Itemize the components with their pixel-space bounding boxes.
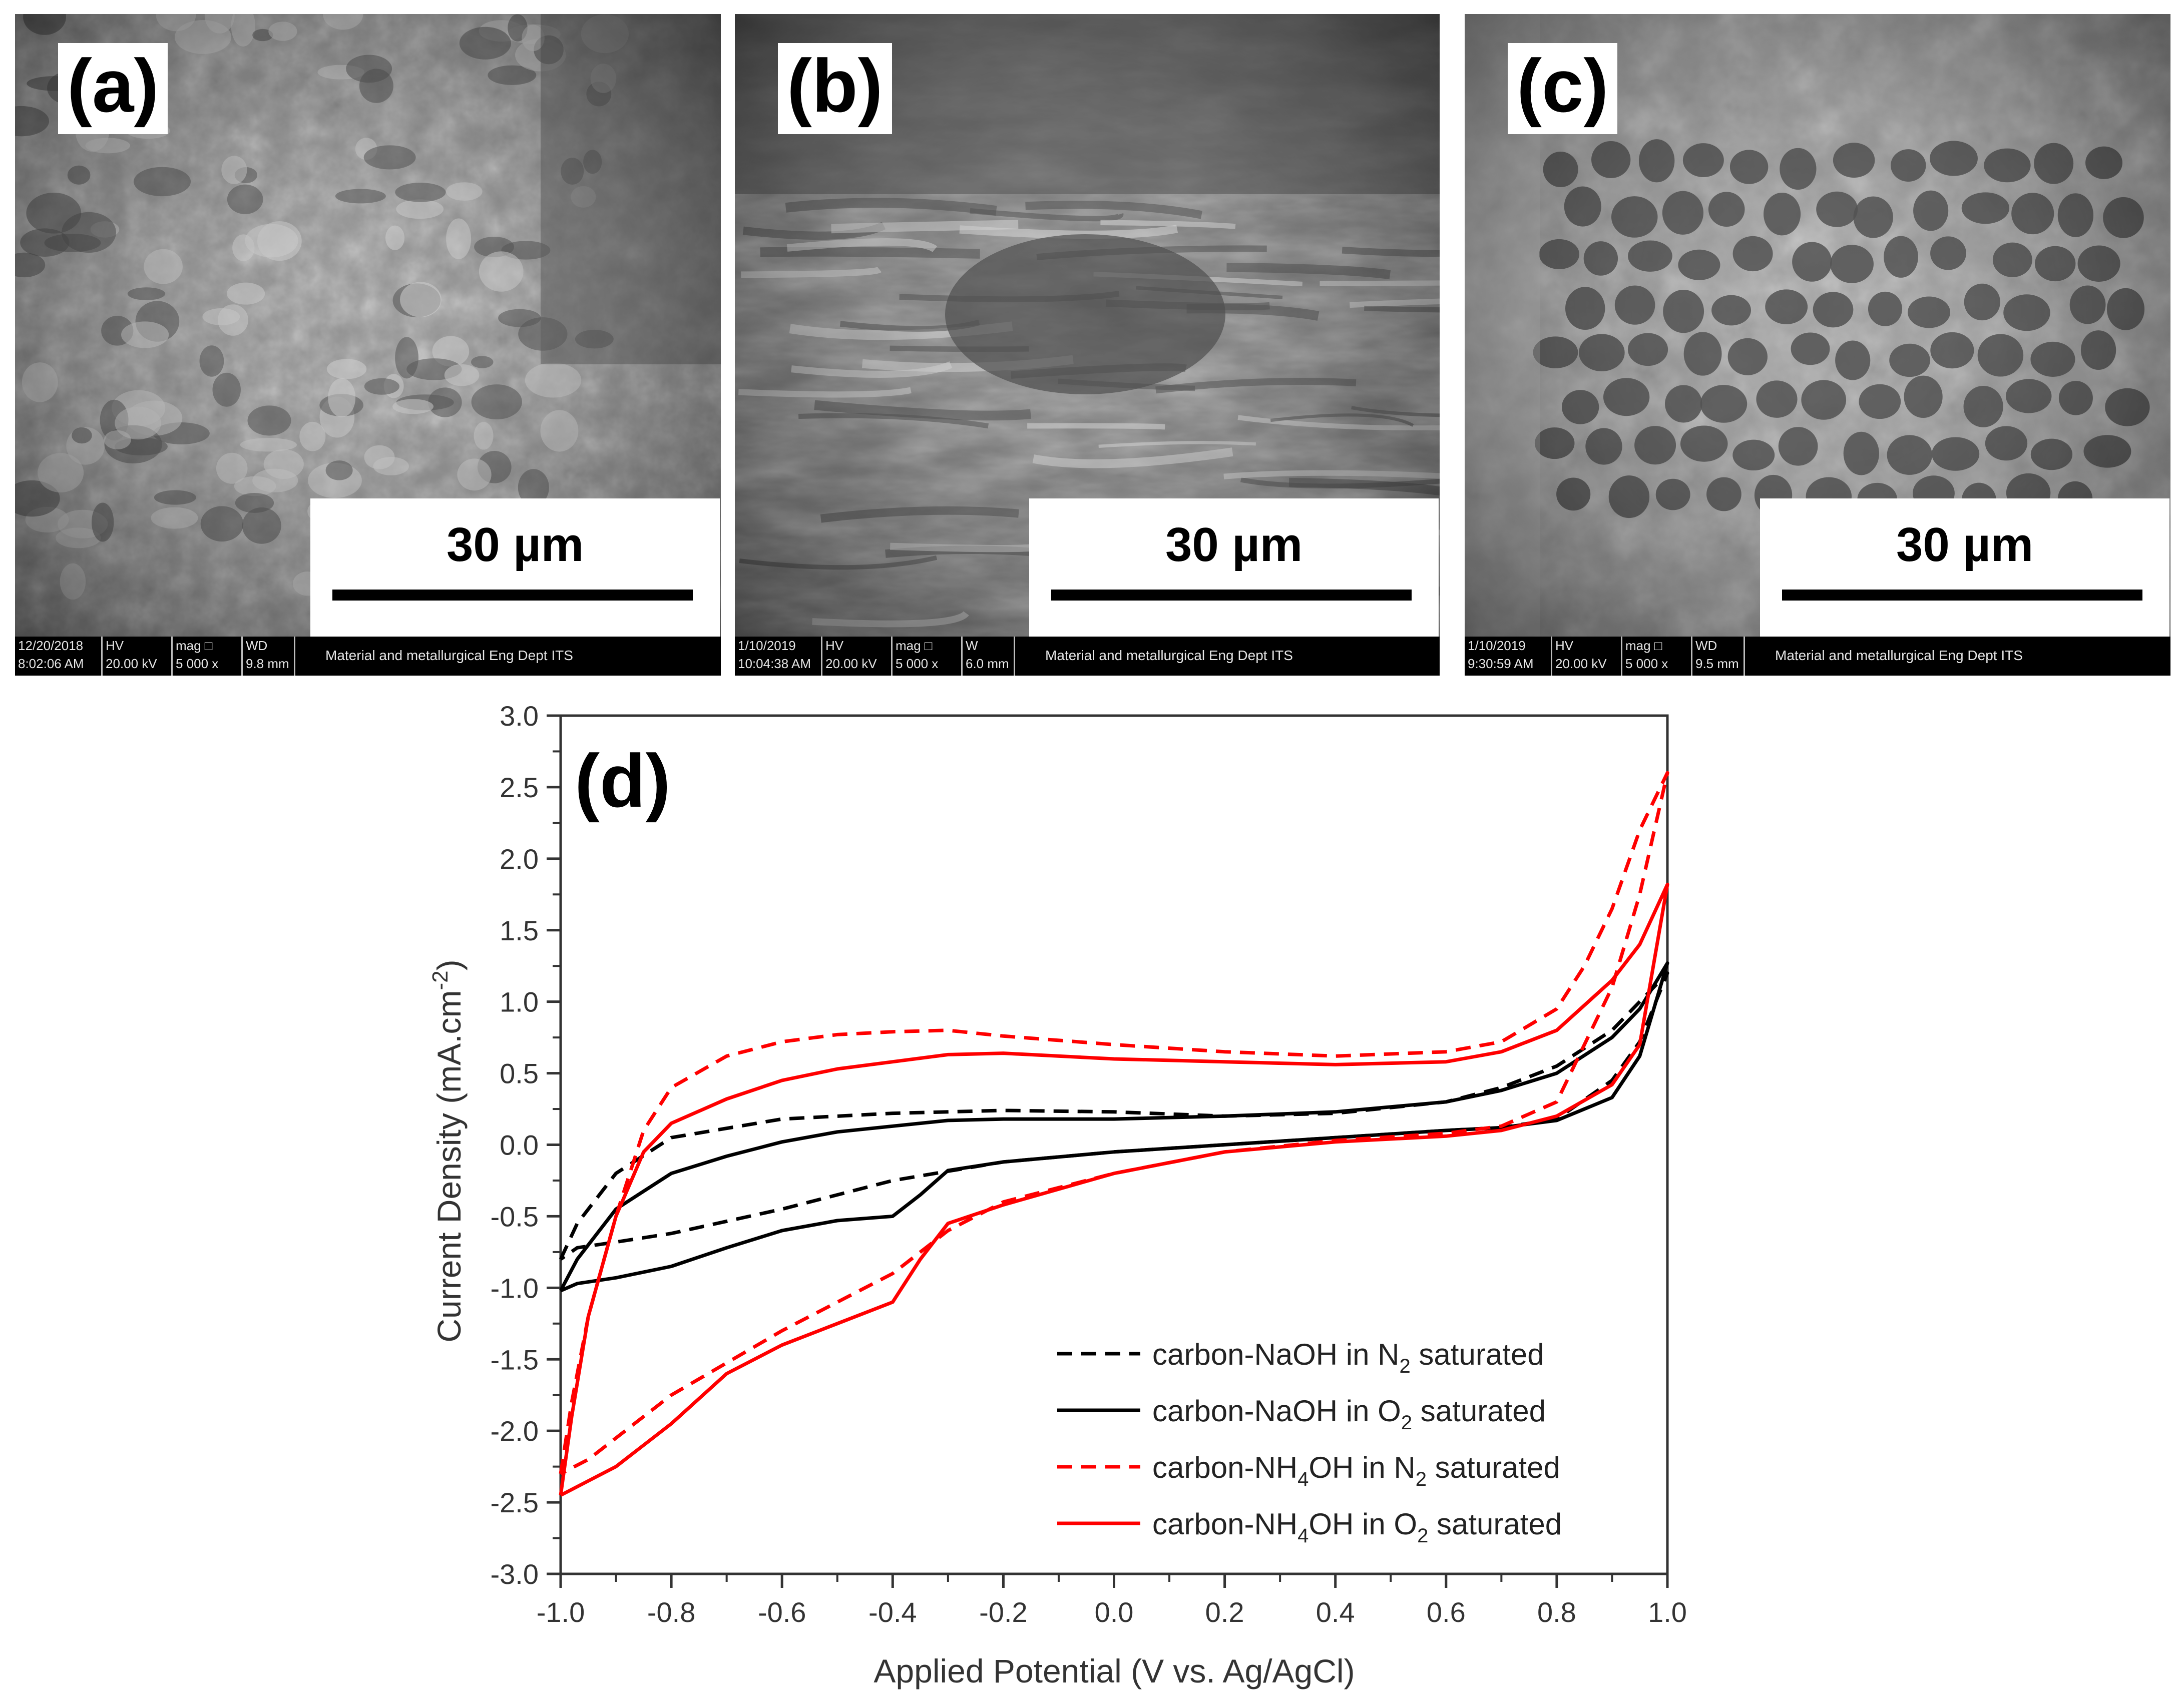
- sem-info-wd-label: WD: [246, 638, 268, 653]
- sem-info-cell: 1/10/2019 9:30:59 AM: [1465, 637, 1552, 676]
- scale-bar: 30 µm: [1760, 498, 2169, 637]
- scale-bar-label: 30 µm: [446, 518, 584, 572]
- y-tick-label: -1.5: [491, 1344, 539, 1375]
- scale-bar-line: [1051, 590, 1412, 601]
- sem-info-wd: 9.8 mm: [246, 656, 289, 671]
- sem-info-hv-label: HV: [106, 638, 124, 653]
- legend-entry: carbon-NH4OH in O2 saturated: [1152, 1507, 1562, 1547]
- sem-info-wd-label: WD: [1695, 638, 1717, 653]
- sem-info-date: 1/10/2019: [738, 638, 796, 653]
- sem-info-cell: HV 20.00 kV: [103, 637, 173, 676]
- sem-info-cell: HV 20.00 kV: [822, 637, 893, 676]
- sem-info-mag: 5 000 x: [1625, 656, 1668, 671]
- x-tick-label: 0.2: [1205, 1596, 1244, 1628]
- sem-info-time: 10:04:38 AM: [738, 656, 811, 671]
- x-tick-label: -0.8: [647, 1596, 696, 1628]
- sem-info-cell: mag □ 5 000 x: [1622, 637, 1692, 676]
- series-line-3: [559, 771, 1669, 1476]
- legend-entry: carbon-NH4OH in N2 saturated: [1152, 1451, 1560, 1490]
- y-tick-label: 0.0: [500, 1129, 539, 1161]
- y-tick-label: 1.5: [500, 915, 539, 946]
- y-tick-label: -0.5: [491, 1201, 539, 1232]
- y-axis-label: Current Density (mA.cm-2): [428, 959, 468, 1342]
- plot-frame: [559, 714, 1669, 1575]
- x-tick-label: 0.6: [1427, 1596, 1466, 1628]
- y-tick-label: -3.0: [491, 1558, 539, 1590]
- sem-info-time: 9:30:59 AM: [1468, 656, 1534, 671]
- scale-bar: 30 µm: [1029, 498, 1439, 637]
- sem-info-wd: 6.0 mm: [966, 656, 1009, 671]
- sem-info-cell: WD 9.5 mm: [1692, 637, 1745, 676]
- sem-info-hv-label: HV: [1555, 638, 1574, 653]
- x-tick-label: 0.0: [1095, 1596, 1134, 1628]
- sem-info-bar: 1/10/2019 10:04:38 AM HV 20.00 kV mag □ 5 000…: [735, 637, 1440, 676]
- sem-info-bar: 12/20/2018 8:02:06 AM HV 20.00 kV mag □ 5 000…: [15, 637, 721, 676]
- sem-info-hv: 20.00 kV: [106, 656, 157, 671]
- panel-label: (a): [58, 43, 168, 134]
- panel-label-d: (d): [575, 739, 671, 823]
- panel-label: (b): [778, 43, 892, 134]
- scale-bar-line: [332, 590, 693, 601]
- sem-info-cell: 12/20/2018 8:02:06 AM: [15, 637, 103, 676]
- sem-info-cell: mag □ 5 000 x: [173, 637, 243, 676]
- x-tick-label: -1.0: [537, 1596, 585, 1628]
- sem-panel-a: (a) 30 µm 12/20/2018 8:02:06 AM HV 20.00 kV ma…: [15, 14, 721, 676]
- sem-info-cell: WD 9.8 mm: [243, 637, 295, 676]
- x-tick-label: 0.4: [1316, 1596, 1355, 1628]
- series-line-2: [559, 961, 1669, 1293]
- sem-info-wd: 9.5 mm: [1695, 656, 1739, 671]
- scale-bar-label: 30 µm: [1165, 518, 1303, 572]
- sem-info-cell: mag □ 5 000 x: [893, 637, 963, 676]
- sem-info-mag-label: mag □: [176, 638, 213, 653]
- sem-micrograph-image: [15, 14, 721, 676]
- legend-entry: carbon-NaOH in N2 saturated: [1152, 1338, 1544, 1377]
- sem-panel-b: (b) 30 µm 1/10/2019 10:04:38 AM HV 20.00 kV ma…: [735, 14, 1440, 676]
- x-tick-label: -0.2: [979, 1596, 1028, 1628]
- x-tick-label: -0.6: [758, 1596, 806, 1628]
- x-tick-label: 0.8: [1537, 1596, 1576, 1628]
- sem-info-institution: Material and metallurgical Eng Dept ITS: [325, 648, 573, 663]
- sem-info-cell: HV 20.00 kV: [1552, 637, 1622, 676]
- sem-info-mag-label: mag □: [1625, 638, 1662, 653]
- legend-entry: carbon-NaOH in O2 saturated: [1152, 1394, 1546, 1434]
- y-tick-label: -2.0: [491, 1415, 539, 1447]
- sem-info-bar: 1/10/2019 9:30:59 AM HV 20.00 kV mag □ 5 000 …: [1465, 637, 2170, 676]
- sem-info-date: 12/20/2018: [18, 638, 84, 653]
- sem-info-mag-label: mag □: [896, 638, 933, 653]
- sem-info-hv: 20.00 kV: [1555, 656, 1607, 671]
- series-line-1: [559, 971, 1669, 1261]
- sem-info-date: 1/10/2019: [1468, 638, 1526, 653]
- sem-info-institution: Material and metallurgical Eng Dept ITS: [1045, 648, 1293, 663]
- y-tick-label: -2.5: [491, 1487, 539, 1518]
- scale-bar-line: [1782, 590, 2142, 601]
- sem-info-time: 8:02:06 AM: [18, 656, 84, 671]
- scale-bar: 30 µm: [310, 498, 720, 637]
- x-axis-label: Applied Potential (V vs. Ag/AgCl): [873, 1652, 1355, 1689]
- y-tick-label: 3.0: [500, 700, 539, 732]
- x-tick-label: 1.0: [1648, 1596, 1687, 1628]
- y-tick-label: 0.5: [500, 1058, 539, 1089]
- y-tick-label: 1.0: [500, 986, 539, 1018]
- y-tick-label: 2.0: [500, 843, 539, 875]
- y-tick-label: 2.5: [500, 772, 539, 803]
- series-line-4: [559, 882, 1669, 1497]
- sem-info-cell: 1/10/2019 10:04:38 AM: [735, 637, 822, 676]
- sem-panel-c: (c) 30 µm 1/10/2019 9:30:59 AM HV 20.00 kV mag…: [1465, 14, 2170, 676]
- sem-info-mag: 5 000 x: [176, 656, 219, 671]
- scale-bar-label: 30 µm: [1896, 518, 2034, 572]
- sem-info-mag: 5 000 x: [896, 656, 939, 671]
- sem-info-institution: Material and metallurgical Eng Dept ITS: [1775, 648, 2023, 663]
- panel-label: (c): [1508, 43, 1618, 134]
- y-tick-label: -1.0: [491, 1272, 539, 1304]
- sem-info-hv: 20.00 kV: [825, 656, 877, 671]
- sem-info-wd-label: W: [966, 638, 978, 653]
- sem-info-cell: W 6.0 mm: [963, 637, 1015, 676]
- legend: carbon-NaOH in N2 saturated carbon-NaOH i…: [1057, 1338, 1562, 1547]
- x-tick-label: -0.4: [868, 1596, 917, 1628]
- sem-info-hv-label: HV: [825, 638, 844, 653]
